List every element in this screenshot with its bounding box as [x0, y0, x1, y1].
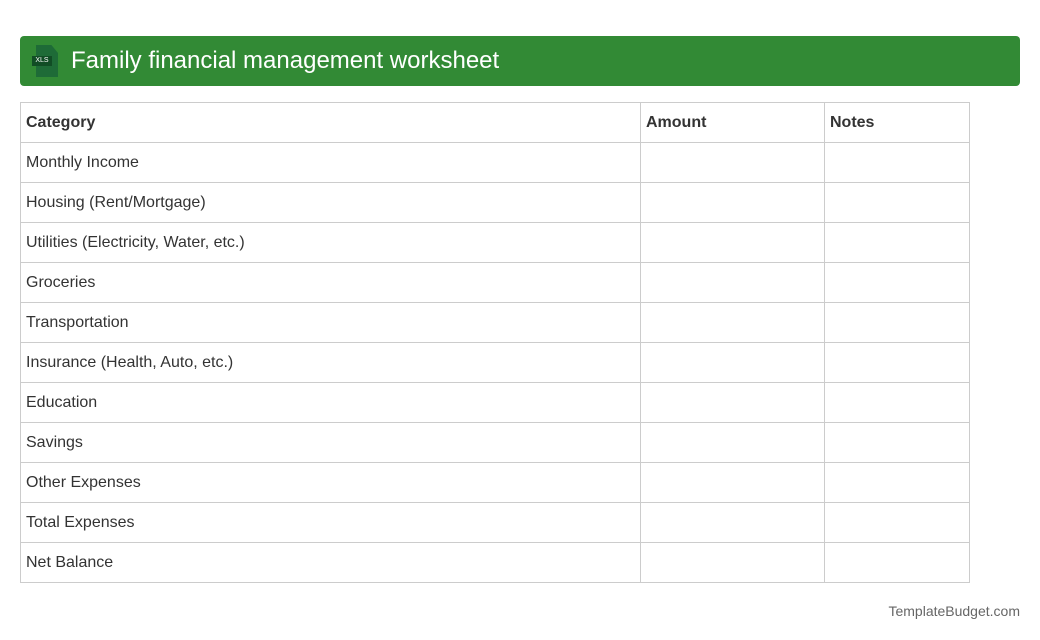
cell-category: Education: [20, 382, 641, 423]
cell-notes[interactable]: [824, 182, 970, 223]
cell-category: Monthly Income: [20, 142, 641, 183]
cell-amount[interactable]: [640, 542, 825, 583]
cell-notes[interactable]: [824, 502, 970, 543]
cell-notes[interactable]: [824, 462, 970, 503]
cell-notes[interactable]: [824, 302, 970, 343]
cell-category: Groceries: [20, 262, 641, 303]
cell-notes[interactable]: [824, 422, 970, 463]
cell-category: Utilities (Electricity, Water, etc.): [20, 222, 641, 263]
table-row: Savings: [20, 422, 970, 463]
table-row: Insurance (Health, Auto, etc.): [20, 342, 970, 383]
cell-amount[interactable]: [640, 422, 825, 463]
xls-file-icon: XLS: [32, 45, 58, 77]
cell-category: Savings: [20, 422, 641, 463]
cell-amount[interactable]: [640, 182, 825, 223]
header-category: Category: [20, 102, 641, 143]
header-banner: XLS Family financial management workshee…: [20, 36, 1020, 86]
cell-amount[interactable]: [640, 502, 825, 543]
cell-category: Insurance (Health, Auto, etc.): [20, 342, 641, 383]
header-notes: Notes: [824, 102, 970, 143]
cell-notes[interactable]: [824, 222, 970, 263]
cell-category: Net Balance: [20, 542, 641, 583]
page-title: Family financial management worksheet: [71, 47, 500, 74]
worksheet-table: Category Amount Notes Monthly Income Hous…: [20, 102, 970, 583]
table-row: Total Expenses: [20, 502, 970, 543]
header-amount: Amount: [640, 102, 825, 143]
table-row: Groceries: [20, 262, 970, 303]
cell-notes[interactable]: [824, 262, 970, 303]
cell-amount[interactable]: [640, 462, 825, 503]
table-row: Housing (Rent/Mortgage): [20, 182, 970, 223]
cell-amount[interactable]: [640, 262, 825, 303]
cell-notes[interactable]: [824, 542, 970, 583]
table-row: Transportation: [20, 302, 970, 343]
cell-amount[interactable]: [640, 222, 825, 263]
cell-category: Housing (Rent/Mortgage): [20, 182, 641, 223]
table-row: Other Expenses: [20, 462, 970, 503]
cell-category: Other Expenses: [20, 462, 641, 503]
cell-category: Transportation: [20, 302, 641, 343]
cell-notes[interactable]: [824, 382, 970, 423]
cell-amount[interactable]: [640, 142, 825, 183]
cell-amount[interactable]: [640, 342, 825, 383]
cell-amount[interactable]: [640, 302, 825, 343]
cell-notes[interactable]: [824, 342, 970, 383]
table-row: Monthly Income: [20, 142, 970, 183]
footer-brand[interactable]: TemplateBudget.com: [888, 603, 1020, 619]
table-row: Education: [20, 382, 970, 423]
table-row: Utilities (Electricity, Water, etc.): [20, 222, 970, 263]
table-row: Net Balance: [20, 542, 970, 583]
cell-amount[interactable]: [640, 382, 825, 423]
cell-notes[interactable]: [824, 142, 970, 183]
cell-category: Total Expenses: [20, 502, 641, 543]
